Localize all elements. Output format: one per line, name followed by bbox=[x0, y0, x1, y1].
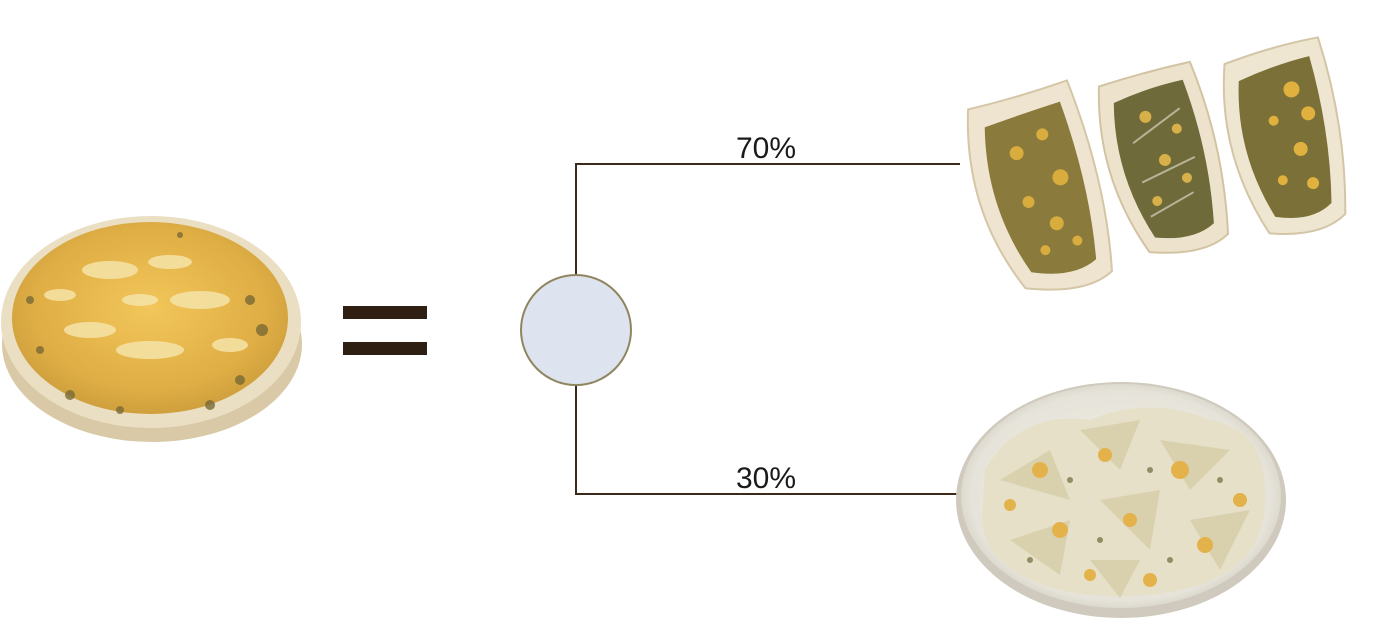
branch-line-bottom bbox=[575, 385, 960, 495]
tacos-icon bbox=[966, 36, 1347, 291]
branch-label-top: 70% bbox=[736, 132, 796, 165]
equals-sign bbox=[343, 306, 427, 355]
cheese-pizza-icon bbox=[1, 216, 302, 442]
branch-lines bbox=[575, 163, 960, 495]
chance-node bbox=[520, 274, 632, 386]
branch-label-bottom: 30% bbox=[736, 462, 796, 495]
branch-line-top bbox=[575, 163, 960, 275]
salad-bowl-icon bbox=[956, 382, 1286, 618]
